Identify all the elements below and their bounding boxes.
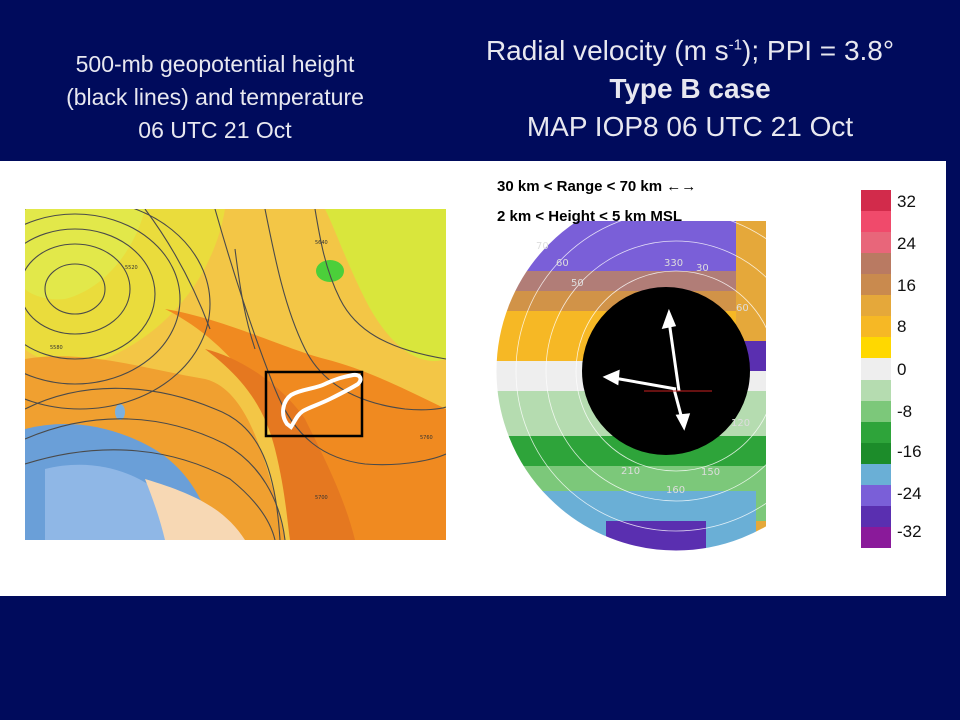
colorbar-swatch xyxy=(861,463,891,486)
map-title-line2: (black lines) and temperature xyxy=(66,84,364,110)
colorbar-swatch xyxy=(861,526,891,549)
colorbar-swatch xyxy=(861,421,891,444)
colorbar-label: 32 xyxy=(897,192,916,211)
colorbar-label: -8 xyxy=(897,402,913,421)
colorbar-label: -24 xyxy=(897,484,922,503)
colorbar-swatch xyxy=(861,253,891,275)
ring-label: 50 xyxy=(571,278,584,289)
wind-arrow-west xyxy=(613,376,677,391)
map-contour-label: 5520 xyxy=(125,265,138,271)
map-title-line1: 500-mb geopotential height xyxy=(75,51,355,77)
colorbar-label: -32 xyxy=(897,522,922,541)
arrowhead-icon xyxy=(602,369,620,386)
colorbar-label: -16 xyxy=(897,442,922,461)
colorbar-swatch xyxy=(861,379,891,402)
ring-label: 70 xyxy=(536,241,549,252)
wind-arrow-north xyxy=(667,320,681,392)
weather-map: 5520 5640 5760 5580 5700 xyxy=(25,209,446,540)
colorbar-swatch xyxy=(861,274,891,296)
radar-note: 30 km < Range < 70 km ←→ 2 km < Height <… xyxy=(497,172,696,232)
ring-label: 150 xyxy=(701,467,720,478)
ring-label: 60 xyxy=(736,303,749,314)
ring-label: 120 xyxy=(731,418,750,429)
ring-label: 210 xyxy=(621,466,640,477)
radar-title-line2: Type B case xyxy=(609,73,771,104)
colorbar-swatch xyxy=(861,484,891,507)
colorbar-swatch xyxy=(861,190,891,212)
colorbar-swatch xyxy=(861,442,891,465)
colorbar-swatch xyxy=(861,211,891,233)
colorbar-label: 0 xyxy=(897,360,907,379)
ring-label: 30 xyxy=(696,263,709,274)
map-title: 500-mb geopotential height (black lines)… xyxy=(0,48,430,147)
radar-title-line1: Radial velocity (m s-1); PPI = 3.8° xyxy=(425,32,955,70)
colorbar-swatch xyxy=(861,505,891,528)
colorbar-swatch xyxy=(861,337,891,359)
radar-note-range: 30 km < Range < 70 km ←→ xyxy=(497,178,697,195)
radar-note-height: 2 km < Height < 5 km MSL xyxy=(497,208,683,225)
weather-map-graphic: 5520 5640 5760 5580 5700 xyxy=(25,209,446,540)
wind-arrow-south xyxy=(672,388,684,420)
colorbar-swatch xyxy=(861,358,891,381)
colorbar-swatch xyxy=(861,400,891,423)
ring-label: 330 xyxy=(664,258,683,269)
velocity-colorbar xyxy=(861,190,891,549)
radar-ppi: 70 60 50 330 30 60 120 210 160 150 xyxy=(476,190,857,591)
map-contour-label: 5580 xyxy=(50,345,63,351)
map-contour-label: 5760 xyxy=(420,435,433,441)
radar-title-sup: -1 xyxy=(728,36,743,54)
colorbar-swatch xyxy=(861,232,891,254)
colorbar-label: 24 xyxy=(897,234,916,253)
arrowhead-icon xyxy=(661,308,677,329)
radar-title-suffix: ); PPI = 3.8° xyxy=(742,35,895,66)
radar-ppi-graphic: 70 60 50 330 30 60 120 210 160 150 xyxy=(495,190,857,552)
ring-label: 60 xyxy=(556,258,569,269)
radar-title-prefix: Radial velocity (m s xyxy=(485,35,729,66)
colorbar-swatch xyxy=(861,316,891,338)
colorbar-label: 16 xyxy=(897,276,916,295)
arrowhead-icon xyxy=(675,413,691,431)
radar-title-line3: MAP IOP8 06 UTC 21 Oct xyxy=(526,111,854,142)
map-contour-label: 5700 xyxy=(315,495,328,501)
radar-title: Radial velocity (m s-1); PPI = 3.8° Type… xyxy=(425,32,955,146)
colorbar-swatch xyxy=(861,295,891,317)
colorbar-label: 8 xyxy=(897,317,907,336)
map-contour-label: 5640 xyxy=(315,240,328,246)
ring-label: 160 xyxy=(666,485,685,496)
map-title-line3: 06 UTC 21 Oct xyxy=(138,117,292,143)
